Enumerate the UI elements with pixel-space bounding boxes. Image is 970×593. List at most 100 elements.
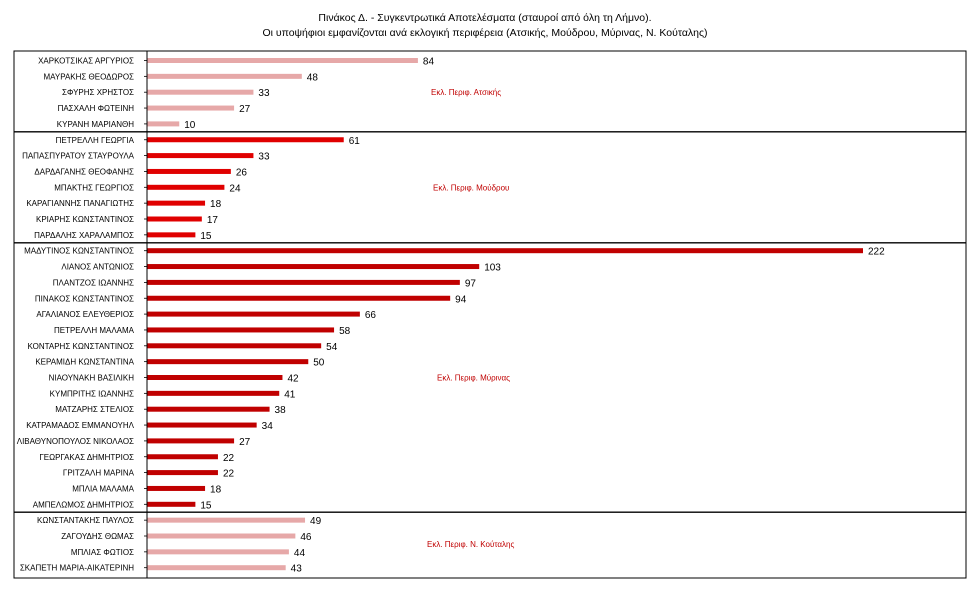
value-label: 50: [313, 358, 325, 369]
category-label: ΚΕΡΑΜΙΔΗ ΚΩΝΣΤΑΝΤΙΝΑ: [35, 358, 134, 367]
value-label: 42: [287, 374, 299, 385]
category-label: ΜΠΑΚΤΗΣ ΓΕΩΡΓΙΟΣ: [54, 183, 134, 192]
category-label: ΓΡΙΤΖΑΛΗ ΜΑΡΙΝΑ: [63, 469, 135, 478]
value-label: 58: [339, 326, 351, 337]
category-label: ΠΕΤΡΕΛΛΗ ΜΑΛΑΜΑ: [54, 326, 135, 335]
bar: [147, 232, 196, 238]
category-label: ΣΚΑΠΕΤΗ ΜΑΡΙΑ-ΑΙΚΑΤΕΡΙΝΗ: [20, 564, 134, 573]
value-label: 54: [326, 342, 338, 353]
bar: [147, 248, 863, 254]
category-label: ΚΥΡΑΝΗ ΜΑΡΙΑΝΘΗ: [57, 120, 134, 129]
value-label: 48: [307, 72, 319, 83]
category-label: ΣΦΥΡΗΣ ΧΡΗΣΤΟΣ: [62, 88, 134, 97]
category-label: ΠΑΡΔΑΛΗΣ ΧΑΡΑΛΑΜΠΟΣ: [34, 231, 134, 240]
bar: [147, 549, 289, 555]
value-label: 66: [365, 310, 377, 321]
category-label: ΚΑΤΡΑΜΑΔΟΣ ΕΜΜΑΝΟΥΗΛ: [26, 421, 134, 430]
value-label: 44: [294, 548, 306, 559]
bar: [147, 105, 235, 111]
value-label: 26: [236, 167, 248, 178]
bar: [147, 375, 283, 380]
bar: [147, 517, 306, 523]
bar: [147, 311, 360, 317]
category-label: ΔΑΡΔΑΓΑΝΗΣ ΘΕΟΦΑΝΗΣ: [34, 167, 134, 176]
value-label: 18: [210, 199, 222, 210]
plot-frame: [13, 50, 967, 579]
group-label: Εκλ. Περιφ. Μούδρου: [433, 183, 509, 192]
value-label: 43: [291, 564, 303, 575]
bar: [147, 359, 309, 365]
value-label: 49: [310, 516, 322, 527]
bar: [147, 343, 322, 349]
group-label: Εκλ. Περιφ. Μύρινας: [437, 374, 510, 383]
value-label: 41: [284, 389, 296, 400]
bar: [147, 501, 196, 507]
bar: [147, 406, 270, 412]
bar: [147, 327, 335, 333]
value-label: 33: [258, 152, 270, 163]
value-label: 46: [300, 532, 312, 543]
category-label: ΚΥΜΠΡΙΤΗΣ ΙΩΑΝΝΗΣ: [50, 389, 134, 398]
category-label: ΝΙΑΟΥΝΑΚΗ ΒΑΣΙΛΙΚΗ: [49, 374, 135, 383]
category-label: ΠΕΤΡΕΛΛΗ ΓΕΩΡΓΙΑ: [56, 136, 135, 145]
group-label: Εκλ. Περιφ. Ατσικής: [431, 88, 501, 97]
bar: [147, 533, 296, 539]
category-label: ΚΑΡΑΓΙΑΝΝΗΣ ΠΑΝΑΓΙΩΤΗΣ: [26, 199, 134, 208]
bar: [147, 200, 206, 206]
value-label: 103: [484, 263, 501, 274]
value-label: 61: [349, 136, 361, 147]
group-label: Εκλ. Περιφ. Ν. Κούταλης: [427, 540, 514, 549]
category-label: ΧΑΡΚΟΤΣΙΚΑΣ ΑΡΓΥΡΙΟΣ: [38, 57, 134, 66]
value-label: 34: [262, 421, 274, 432]
bar: [147, 153, 254, 159]
bar: [147, 454, 218, 460]
category-label: ΠΙΝΑΚΟΣ ΚΩΝΣΤΑΝΤΙΝΟΣ: [35, 294, 134, 303]
category-label: ΜΠΛΙΑΣ ΦΩΤΙΟΣ: [71, 548, 134, 557]
value-label: 84: [423, 57, 435, 68]
value-label: 15: [200, 231, 212, 242]
category-label: ΠΑΠΑΣΠΥΡΑΤΟΥ ΣΤΑΥΡΟΥΛΑ: [22, 152, 135, 161]
value-label: 10: [184, 120, 196, 131]
bar: [147, 422, 257, 428]
chart-title-block: Πινάκος Δ. - Συγκεντρωτικά Αποτελέσματα …: [0, 11, 970, 41]
value-label: 38: [275, 405, 287, 416]
category-label: ΛΙΑΝΟΣ ΑΝΤΩΝΙΟΣ: [61, 263, 134, 272]
value-label: 97: [465, 278, 477, 289]
category-label: ΖΑΓΟΥΔΗΣ ΘΩΜΑΣ: [61, 532, 134, 541]
value-label: 222: [868, 247, 885, 258]
bar: [147, 470, 218, 476]
bar: [147, 438, 235, 444]
bar: [147, 485, 206, 491]
value-label: 17: [207, 215, 219, 226]
category-label: ΜΑΥΡΑΚΗΣ ΘΕΟΔΩΡΟΣ: [43, 72, 134, 81]
chart-subtitle: Οι υποψήφιοι εμφανίζονται ανά εκλογική π…: [262, 27, 708, 39]
bar: [147, 184, 225, 190]
value-label: 33: [258, 88, 270, 99]
category-label: ΑΜΠΕΛΩΜΟΣ ΔΗΜΗΤΡΙΟΣ: [33, 500, 134, 509]
bar: [147, 565, 286, 571]
value-label: 22: [223, 453, 235, 464]
category-label: ΜΑΤΖΑΡΗΣ ΣΤΕΛΙΟΣ: [55, 405, 134, 414]
bar: [147, 89, 254, 95]
value-label: 24: [229, 183, 241, 194]
category-label: ΜΠΛΙΑ ΜΑΛΑΜΑ: [72, 484, 134, 493]
bar: [147, 73, 302, 79]
bar: [147, 264, 480, 270]
value-label: 18: [210, 484, 222, 495]
bar: [147, 121, 180, 127]
value-label: 22: [223, 469, 235, 480]
chart-title: Πινάκος Δ. - Συγκεντρωτικά Αποτελέσματα …: [318, 12, 652, 24]
category-label: ΜΑΔΥΤΙΝΟΣ ΚΩΝΣΤΑΝΤΙΝΟΣ: [24, 247, 134, 256]
bar: [147, 137, 344, 143]
bar: [147, 390, 280, 396]
category-label: ΛΙΒΑΘΥΝΟΠΟΥΛΟΣ ΝΙΚΟΛΑΟΣ: [17, 437, 134, 446]
category-label: ΓΕΩΡΓΑΚΑΣ ΔΗΜΗΤΡΙΟΣ: [39, 453, 134, 462]
category-label: ΑΓΑΛΙΑΝΟΣ ΕΛΕΥΘΕΡΙΟΣ: [36, 310, 134, 319]
category-label: ΠΛΑΝΤΖΟΣ ΙΩΑΝΝΗΣ: [53, 278, 134, 287]
bar: [147, 279, 460, 285]
value-label: 15: [200, 500, 212, 511]
value-label: 94: [455, 294, 467, 305]
category-label: ΠΑΣΧΑΛΗ ΦΩΤΕΙΝΗ: [58, 104, 135, 113]
bar: [147, 295, 451, 301]
